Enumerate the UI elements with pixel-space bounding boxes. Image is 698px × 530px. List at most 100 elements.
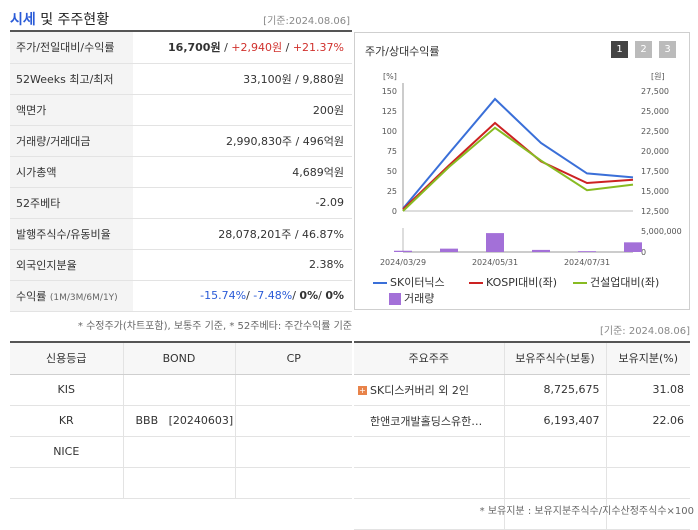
row-label: 거래량/거래대금: [10, 125, 133, 157]
table-row: KR BBB [20240603]: [10, 405, 352, 437]
label-small: (1M/3M/6M/1Y): [49, 292, 118, 303]
right-tick-label: 12,500: [641, 207, 669, 216]
table-header-row: 주요주주 보유주식수(보통) 보유지분(%): [354, 342, 690, 375]
x-tick-label: 2024/05/31: [472, 258, 518, 267]
table-row: NICE: [10, 436, 352, 468]
table-row: KIS: [10, 374, 352, 406]
row-value: 28,078,201주 / 46.87%: [133, 218, 352, 250]
holder-name-cell: 한앤코개발홀딩스유한…: [354, 405, 505, 437]
returns-chart: [%] [원] 150 125 100 75 50 25 0 27,500 25,000 22,…: [380, 72, 682, 267]
right-tick-label: 25,000: [641, 107, 669, 116]
table-row: 거래량/거래대금 2,990,830주 / 496억원: [10, 125, 352, 157]
title-strong: 시세: [10, 12, 36, 28]
chart-page-1-button[interactable]: 1: [611, 41, 628, 58]
expand-plus-icon[interactable]: +: [358, 386, 367, 395]
row-label: 52Weeks 최고/최저: [10, 63, 133, 95]
row-label: 외국인지분율: [10, 249, 133, 281]
chart-page-3-button[interactable]: 3: [659, 41, 676, 58]
separator: /: [318, 289, 326, 302]
volume-tick-label: 0: [641, 248, 646, 257]
row-value: 4,689억원: [133, 156, 352, 188]
holder-name: SK디스커버리 외 2인: [370, 383, 470, 397]
legend-swatch: [389, 293, 401, 305]
legend-item: 거래량: [389, 290, 434, 306]
shares-cell: [504, 467, 607, 499]
agency-cell: [10, 467, 124, 499]
credit-rating-table: 신용등급 BOND CP KIS KR BBB [20240603] NICE: [10, 341, 352, 499]
title-rest: 및 주주현황: [40, 12, 110, 28]
volume-bar: [394, 250, 412, 252]
legend-item: SK이터닉스: [373, 274, 445, 290]
return-6m: 0%: [299, 289, 319, 302]
section-title: 시세 및 주주현황: [10, 9, 109, 29]
col-header: 주요주주: [354, 342, 505, 375]
chart-title: 주가/상대수익률: [365, 45, 440, 58]
right-tick-label: 27,500: [641, 87, 669, 96]
cp-cell: [235, 374, 352, 406]
shares-cell: [504, 436, 607, 468]
row-label: 액면가: [10, 94, 133, 126]
left-axis-unit: [%]: [383, 72, 397, 81]
separator: /: [246, 289, 254, 302]
holder-name-cell: [354, 467, 505, 499]
legend-label: 거래량: [404, 292, 435, 305]
return-1y: 0%: [325, 289, 344, 302]
table-row: 수익률 (1M/3M/6M/1Y) -15.74%/ -7.48%/ 0%/ 0…: [10, 280, 352, 312]
pct-cell: [606, 436, 690, 468]
left-tick-label: 100: [382, 127, 397, 136]
table-row: [10, 467, 352, 499]
returns-value: -15.74%/ -7.48%/ 0%/ 0%: [133, 280, 352, 312]
legend-label: SK이터닉스: [390, 276, 445, 289]
row-label: 52주베타: [10, 187, 133, 219]
legend-swatch: [573, 282, 587, 284]
legend-swatch: [373, 282, 387, 284]
left-tick-label: 25: [387, 187, 397, 196]
row-value: 33,100원 / 9,880원: [133, 63, 352, 95]
legend-label: KOSPI대비(좌): [486, 276, 558, 289]
table-row: 52Weeks 최고/최저 33,100원 / 9,880원: [10, 63, 352, 95]
col-header: BOND: [123, 342, 236, 375]
volume-bar: [578, 251, 596, 252]
table-row: 외국인지분율 2.38%: [10, 249, 352, 281]
right-axis-unit: [원]: [651, 72, 665, 81]
row-value: 2.38%: [133, 249, 352, 281]
holders-footnote: * 보유지분 : 보유지분주식수/지수산정주식수×100: [479, 506, 694, 517]
price: 16,700원: [168, 41, 221, 55]
x-tick-label: 2024/07/31: [564, 258, 610, 267]
left-tick-label: 125: [382, 107, 397, 116]
table-row: 시가총액 4,689억원: [10, 156, 352, 188]
holder-name-cell[interactable]: + SK디스커버리 외 2인: [354, 374, 505, 406]
return-3m: -7.48%: [253, 289, 293, 302]
row-label: 발행주식수/유동비율: [10, 218, 133, 250]
right-tick-label: 15,000: [641, 187, 669, 196]
shares-cell: 6,193,407: [504, 405, 607, 437]
shares-cell: 8,725,675: [504, 374, 607, 406]
pct-cell: 31.08: [606, 374, 690, 406]
holder-name-cell: [354, 436, 505, 468]
row-value: 2,990,830주 / 496억원: [133, 125, 352, 157]
series-line: [402, 121, 634, 211]
base-date: [기준:2024.08.06]: [263, 16, 350, 27]
separator: /: [220, 41, 232, 55]
volume-bar: [624, 242, 642, 252]
chart-page-2-button[interactable]: 2: [635, 41, 652, 58]
chart-panel: 주가/상대수익률 1 2 3 [%] [원] 150 125 100 75 50 25 0 …: [354, 32, 690, 310]
legend-item: 건설업대비(좌): [573, 274, 659, 290]
right-tick-label: 17,500: [641, 167, 669, 176]
label-text: 수익률: [16, 289, 47, 303]
table-row: [354, 436, 690, 468]
price-change: +2,940원: [231, 41, 283, 55]
return-1m: -15.74%: [200, 289, 247, 302]
legend-item: KOSPI대비(좌): [469, 274, 557, 290]
bond-cell: [123, 467, 236, 499]
col-header: 신용등급: [10, 342, 124, 375]
x-tick-label: 2024/03/29: [380, 258, 426, 267]
cp-cell: [235, 467, 352, 499]
agency-cell: NICE: [10, 436, 124, 468]
row-value: -2.09: [133, 187, 352, 219]
right-tick-label: 20,000: [641, 147, 669, 156]
table-row: 한앤코개발홀딩스유한… 6,193,407 22.06: [354, 405, 690, 437]
row-value: 200원: [133, 94, 352, 126]
legend-label: 건설업대비(좌): [590, 276, 660, 289]
bond-cell: [123, 436, 236, 468]
